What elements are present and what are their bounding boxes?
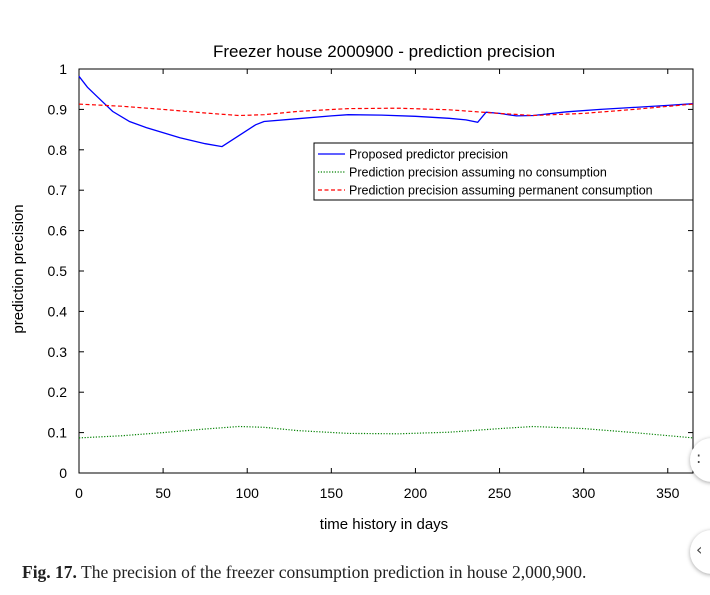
- axis-ticks: 0 50 100 150 200 250 300 350 0 0.1 0.2 0.3 0.4 0.5 0.6…: [48, 61, 693, 501]
- x-tick-label: 300: [572, 485, 596, 501]
- legend: Proposed predictor precision Prediction p…: [313, 142, 694, 201]
- y-tick-label: 0.3: [48, 344, 68, 360]
- plot-area: [78, 68, 694, 474]
- y-tick-label: 0.7: [48, 182, 68, 198]
- caption-text: The precision of the freezer consumption…: [81, 562, 587, 582]
- legend-label-2: Prediction precision assuming no consump…: [349, 166, 607, 180]
- figure-caption: Fig. 17. The precision of the freezer co…: [22, 562, 702, 583]
- caption-label: Fig. 17.: [22, 562, 77, 582]
- legend-label-3: Prediction precision assuming permanent …: [349, 184, 653, 198]
- y-tick-label: 0.1: [48, 425, 68, 441]
- series-line-3: [78, 103, 694, 117]
- chart-title: Freezer house 2000900 - prediction preci…: [213, 42, 555, 61]
- x-tick-label: 200: [404, 485, 428, 501]
- x-tick-label: 250: [488, 485, 512, 501]
- x-axis-label: time history in days: [320, 516, 448, 533]
- series-line-2: [78, 425, 694, 439]
- more-icon: :: [696, 448, 702, 467]
- legend-box: [313, 142, 694, 201]
- y-tick-label: 0.4: [48, 303, 68, 319]
- y-tick-label: 0.5: [48, 263, 68, 279]
- series-layer: [78, 75, 694, 439]
- y-tick-label: 0.6: [48, 223, 68, 239]
- x-tick-label: 100: [236, 485, 260, 501]
- y-tick-label: 0.8: [48, 142, 68, 158]
- x-tick-label: 350: [656, 485, 680, 501]
- y-tick-label: 1: [59, 61, 67, 77]
- x-tick-label: 150: [320, 485, 344, 501]
- y-tick-label: 0.9: [48, 101, 68, 117]
- y-axis-label: prediction precision: [10, 204, 27, 333]
- x-tick-label: 0: [75, 485, 83, 501]
- y-tick-label: 0: [59, 465, 67, 481]
- legend-label-1: Proposed predictor precision: [349, 148, 508, 162]
- series-line-1: [78, 75, 694, 148]
- more-options-button[interactable]: :: [690, 438, 710, 482]
- chevron-left-icon: ‹: [696, 540, 703, 559]
- y-tick-label: 0.2: [48, 384, 68, 400]
- collapse-panel-button[interactable]: ‹: [690, 530, 710, 574]
- x-tick-label: 50: [155, 485, 171, 501]
